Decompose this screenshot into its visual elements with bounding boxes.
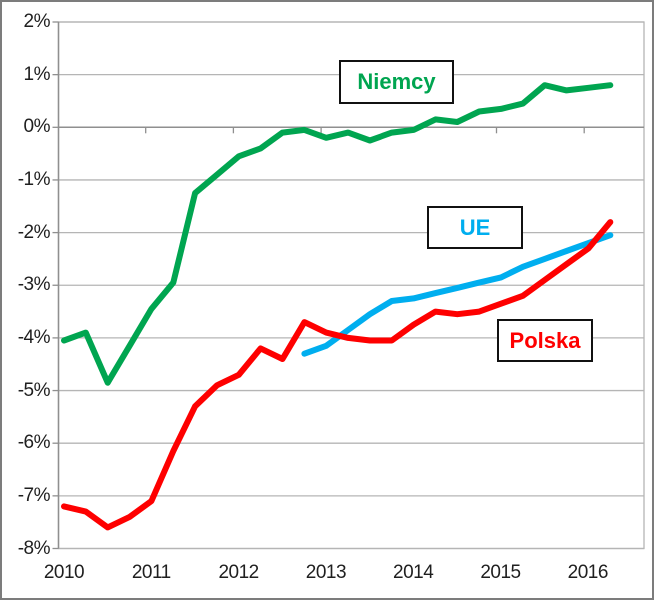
y-axis-tick-label: -7% bbox=[17, 484, 51, 506]
series-line-niemcy bbox=[61, 82, 614, 386]
x-axis-tick-label: 2013 bbox=[305, 562, 347, 583]
x-axis-tick-label: 2011 bbox=[131, 562, 171, 583]
x-axis-tick-label: 2014 bbox=[393, 562, 434, 583]
y-axis-tick-label: -2% bbox=[17, 221, 51, 243]
legend-label-ue: UE bbox=[459, 214, 491, 240]
legend-box-ue: UE bbox=[427, 206, 523, 249]
legend-label-niemcy: Niemcy bbox=[357, 69, 436, 94]
y-axis-tick-label: -6% bbox=[17, 432, 51, 454]
y-axis-tick-label: -1% bbox=[17, 168, 51, 190]
x-axis-tick-label: 2016 bbox=[567, 562, 609, 583]
series-line-polska bbox=[61, 219, 614, 531]
legend-label-polska: Polska bbox=[509, 327, 581, 353]
y-axis-tick-label: 1% bbox=[23, 63, 51, 85]
y-axis-tick-label: -3% bbox=[17, 274, 51, 296]
legend-box-niemcy: Niemcy bbox=[339, 60, 454, 104]
x-axis-tick-label: 2015 bbox=[480, 562, 521, 583]
y-axis-tick-label: 0% bbox=[23, 116, 51, 138]
x-axis-tick-label: 2012 bbox=[218, 562, 259, 583]
series-line-ue bbox=[301, 232, 614, 357]
y-axis-tick-label: -4% bbox=[17, 326, 51, 348]
y-axis-tick-label: -5% bbox=[17, 379, 51, 401]
y-axis-tick-label: -8% bbox=[17, 537, 51, 559]
y-axis-tick-label: 2% bbox=[23, 11, 51, 32]
legend-box-polska: Polska bbox=[497, 319, 593, 362]
x-axis-tick-label: 2010 bbox=[43, 562, 85, 583]
